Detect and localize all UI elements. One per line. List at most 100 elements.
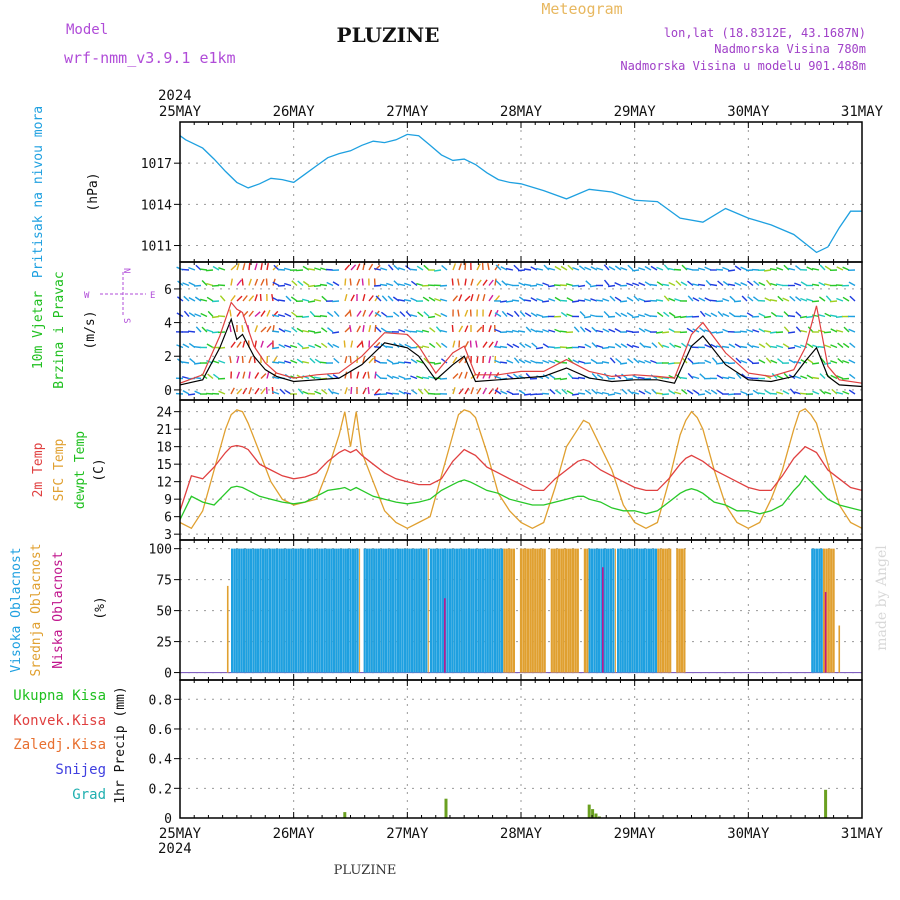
station-title: PLUZINE — [337, 23, 440, 47]
y-tick-label: 0 — [164, 384, 172, 399]
wind-barb — [553, 377, 562, 380]
wind-barb — [644, 328, 652, 333]
wind-barb — [272, 361, 280, 364]
temperature-panel: 2m Temp SFC Temp dewpt Temp (C) 3 6 9 12 15 1… — [31, 406, 863, 543]
wind-barb — [603, 264, 610, 271]
wind-barb — [423, 311, 430, 318]
wind-barb — [530, 328, 538, 333]
footer-station: PLUZINE — [334, 863, 397, 878]
panel-frame — [179, 121, 863, 263]
wind-barb — [836, 329, 844, 333]
cloud-bars — [180, 548, 862, 674]
wind-barb — [375, 326, 382, 333]
wind-barb — [266, 342, 273, 349]
wind-barb — [583, 315, 592, 319]
wind-barb — [313, 331, 322, 334]
wind-barb — [638, 327, 646, 333]
wind-barb — [423, 264, 430, 271]
wind-barb — [578, 345, 586, 349]
panel-frame — [179, 399, 863, 541]
wind-barb — [458, 388, 464, 395]
wind-barb — [547, 284, 556, 288]
wind-barb — [644, 313, 652, 318]
wind-barb — [302, 298, 310, 302]
wind-barb — [561, 388, 568, 395]
wind-barb — [290, 344, 298, 349]
wind-barb — [631, 315, 640, 319]
wind-barb — [711, 357, 718, 364]
precip-bar — [343, 812, 347, 818]
wind-barb — [566, 390, 574, 395]
wind-ylabel-sub: Brzina i Pravac — [52, 271, 67, 388]
wind-barb — [596, 391, 604, 395]
top-date-label: 30MAY — [727, 104, 770, 120]
wind-barb — [182, 376, 190, 380]
wind-barb — [728, 376, 736, 380]
wind-barb — [746, 328, 754, 333]
wind-barb — [404, 361, 412, 364]
wind-barb — [638, 282, 646, 287]
wind-barb — [578, 265, 586, 271]
wind-barb — [367, 386, 370, 395]
wind-barb — [356, 371, 360, 379]
wind-barb — [758, 328, 766, 333]
wind-barb — [260, 326, 267, 333]
wind-barb — [590, 358, 598, 364]
wind-barb — [560, 330, 568, 333]
y-tick-label: 0 — [164, 667, 172, 682]
wind-barb — [301, 315, 310, 318]
wind-barb — [763, 330, 772, 333]
wind-barb — [572, 359, 580, 364]
precip-y-ticks: 0.2 0.4 0.6 0.8 — [149, 693, 862, 797]
wind-barb — [230, 341, 236, 348]
wind-barb — [577, 376, 586, 380]
wind-barb — [410, 297, 418, 302]
wind-barb — [499, 345, 508, 349]
wind-barb — [464, 325, 469, 333]
wind-barb — [331, 331, 340, 334]
wind-barb — [458, 294, 463, 302]
wind-barb — [626, 312, 634, 318]
wind-barb — [775, 315, 784, 318]
wind-barb — [614, 374, 622, 380]
wind-barb — [763, 269, 772, 272]
top-year: 2024 — [158, 88, 192, 104]
wind-barb — [505, 300, 514, 303]
wind-barb — [818, 296, 826, 302]
wind-barb — [691, 362, 700, 365]
wind-barb — [500, 361, 508, 364]
panel-frames — [179, 121, 863, 819]
wind-barb — [332, 281, 340, 287]
wind-barb — [668, 389, 676, 395]
wind-barb — [409, 330, 418, 333]
wind-barb — [602, 346, 610, 350]
wind-barb — [722, 298, 730, 302]
wind-barb — [512, 329, 520, 333]
wind-barb — [217, 284, 226, 287]
wind-barb — [674, 298, 682, 302]
wind-barb — [517, 269, 526, 272]
wind-barb — [675, 280, 682, 287]
wind-barb — [398, 375, 406, 380]
wind-barb — [470, 294, 474, 302]
wind-barb — [800, 375, 808, 380]
precip-bars: 0 — [164, 789, 828, 827]
wind-barb — [740, 266, 748, 271]
wind-barb — [584, 389, 592, 395]
wind-barb — [195, 326, 202, 333]
wind-barb — [709, 283, 718, 287]
wind-barb — [704, 344, 712, 349]
wind-barb — [603, 311, 610, 317]
wind-barb — [506, 359, 514, 364]
wind-barb — [542, 359, 550, 364]
wind-barb — [849, 295, 856, 302]
wind-barb — [506, 374, 514, 380]
wind-barb — [219, 295, 226, 302]
wind-barb — [398, 267, 406, 271]
wind-barb — [800, 359, 808, 364]
precip-label-conv: Konvek.Kisa — [13, 713, 106, 729]
wind-barb — [668, 362, 676, 365]
wind-barb — [741, 295, 748, 302]
wind-barb — [458, 263, 462, 271]
bottom-date-label: 28MAY — [500, 826, 543, 842]
